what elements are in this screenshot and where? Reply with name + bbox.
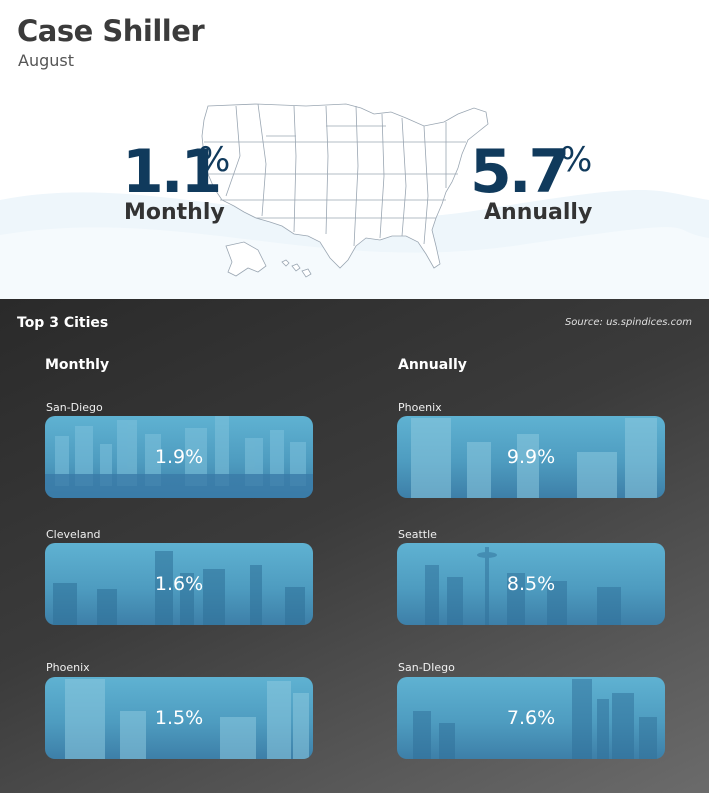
skyline-image (413, 679, 657, 759)
city-card: 1.5% (45, 677, 313, 759)
annual-label: Annually (484, 200, 593, 225)
annual-unit: % (560, 140, 593, 180)
annual-summary: 5.7 % Annually (470, 137, 592, 225)
page-subtitle: August (18, 51, 74, 70)
city-card: 1.9% (45, 416, 313, 498)
source-note: Source: us.spindices.com (564, 317, 692, 328)
city-label: Phoenix (398, 401, 442, 414)
usa-map-graphic (201, 103, 489, 278)
city-card: 9.9% (397, 416, 665, 498)
monthly-column-heading: Monthly (45, 357, 110, 373)
top-cities-panel: Top 3 Cities Source: us.spindices.com Mo… (0, 299, 709, 793)
skyline-image (45, 416, 313, 498)
city-label: Phoenix (46, 661, 90, 674)
summary-panel: Case Shiller August (0, 0, 709, 299)
city-card: 8.5% (397, 543, 665, 625)
annual-column-heading: Annually (398, 357, 467, 373)
city-label: San-DIego (398, 661, 455, 674)
city-value: 7.6% (506, 707, 556, 729)
city-label: Cleveland (46, 528, 101, 541)
annual-value: 5.7 (470, 137, 570, 207)
city-card: 1.6% (45, 543, 313, 625)
city-value: 1.6% (154, 573, 204, 595)
page-title: Case Shiller (17, 14, 205, 48)
city-label: San-Diego (46, 401, 103, 414)
city-value: 8.5% (506, 573, 556, 595)
city-label: Seattle (398, 528, 437, 541)
skyline-image (425, 547, 621, 625)
monthly-label: Monthly (124, 200, 225, 225)
monthly-unit: % (198, 140, 231, 180)
skyline-image (53, 551, 305, 625)
city-value: 9.9% (506, 446, 556, 468)
city-value: 1.9% (154, 446, 204, 468)
skyline-image (411, 418, 657, 498)
top-cities-title: Top 3 Cities (17, 315, 109, 331)
monthly-summary: 1.1 % Monthly (122, 137, 230, 225)
city-card: 7.6% (397, 677, 665, 759)
monthly-value: 1.1 (122, 137, 222, 207)
skyline-image (65, 679, 309, 759)
city-value: 1.5% (154, 707, 204, 729)
